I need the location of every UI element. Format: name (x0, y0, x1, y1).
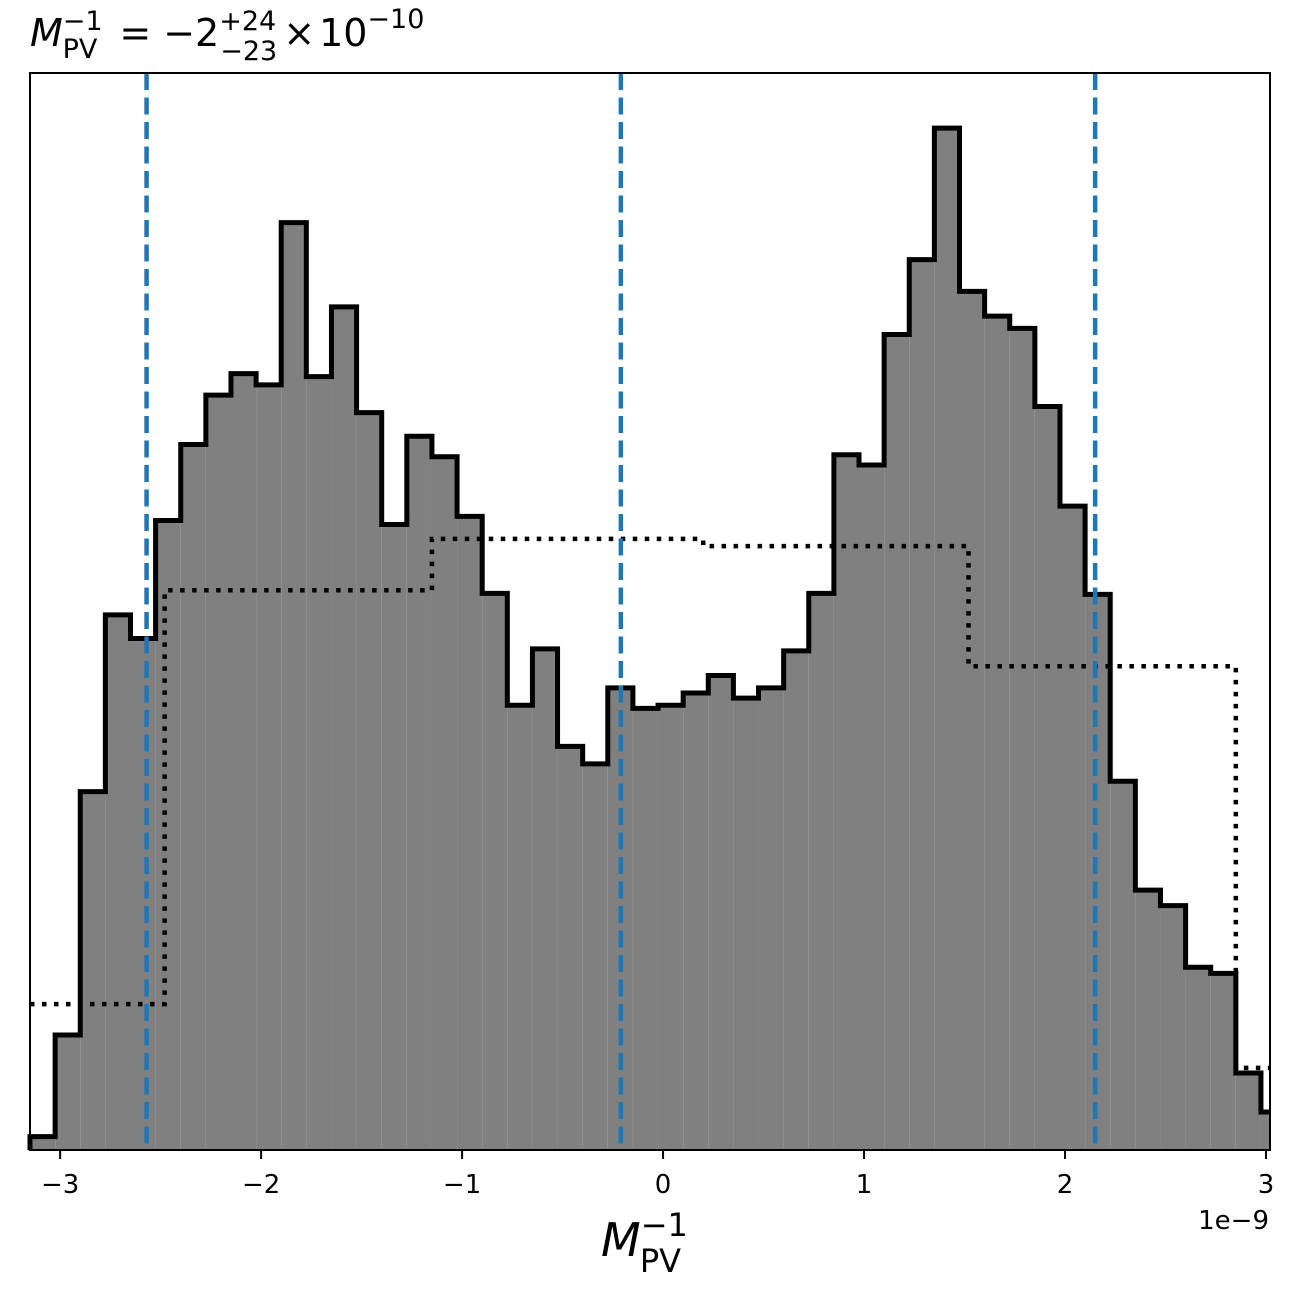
histogram-bar (833, 454, 860, 1150)
title-value: −2 (163, 11, 219, 55)
histogram-bar (1009, 328, 1035, 1150)
histogram-bar (1085, 594, 1111, 1150)
x-tick-label: −3 (41, 1170, 79, 1200)
title-times: × (283, 11, 315, 55)
histogram-bar (683, 692, 709, 1150)
xlabel-symbol: M (601, 1213, 641, 1267)
histogram-bar (1160, 905, 1186, 1150)
histogram-bar (758, 687, 784, 1150)
title-exponent: −10 (367, 4, 424, 35)
quantile-lines (144, 73, 1098, 1150)
histogram-bar (1110, 781, 1136, 1150)
histogram-bar (230, 373, 257, 1150)
histogram-bar (80, 791, 106, 1150)
histogram-bar (582, 763, 608, 1150)
x-axis-ticks: −3 −2 −1 0 1 2 3 (41, 1150, 1274, 1200)
plot-frame (29, 72, 1271, 1151)
histogram-bar (557, 746, 583, 1150)
histogram-bar (356, 412, 382, 1150)
histogram-bar (155, 520, 181, 1150)
x-tick-label: 0 (655, 1170, 672, 1200)
histogram-bar (1260, 1112, 1270, 1150)
x-tick-label: 1 (856, 1170, 873, 1200)
histogram-series (27, 125, 1270, 1151)
histogram-bar (859, 464, 885, 1151)
histogram-bar (884, 334, 910, 1150)
histogram-bar (256, 384, 282, 1150)
chart-title: M−1 PV = −2+24 −23 × 10−10 (30, 4, 424, 67)
x-tick-label: 3 (1258, 1170, 1275, 1200)
histogram-bar (733, 698, 759, 1150)
histogram-outline (27, 125, 1270, 1150)
histogram-bar (130, 638, 156, 1150)
histogram-bar (783, 650, 809, 1150)
histogram-bar (708, 675, 734, 1150)
histogram-bar (30, 1136, 56, 1150)
prior-series (30, 536, 1270, 1071)
histogram-bar (381, 524, 407, 1150)
histogram-bar (934, 128, 960, 1150)
histogram-bar (1210, 973, 1236, 1150)
histogram-bar (959, 291, 985, 1151)
prior-line (30, 536, 1270, 1071)
histogram-bar (482, 593, 508, 1150)
histogram-bar (1185, 967, 1211, 1150)
histogram-bar (180, 444, 206, 1150)
histogram-bar (984, 316, 1010, 1150)
title-symbol: M (30, 11, 63, 55)
histogram-bar (632, 708, 659, 1150)
x-tick-label: −1 (443, 1170, 481, 1200)
histogram-bar (658, 705, 684, 1150)
histogram-bar (1034, 406, 1060, 1150)
title-symbol-sup: −1 (63, 6, 103, 37)
histogram-bar (105, 614, 131, 1150)
title-equals: = (119, 11, 151, 55)
histogram-bar (532, 648, 558, 1150)
x-tick-label: 2 (1057, 1170, 1074, 1200)
title-symbol-sub: PV (63, 34, 98, 65)
histogram-bar (406, 436, 432, 1150)
x-tick-label: −2 (242, 1170, 280, 1200)
x-axis-offset-text: 1e−9 (1198, 1206, 1269, 1236)
x-axis-label: M−1 PV (601, 1206, 688, 1280)
title-lower-error: −23 (220, 36, 277, 67)
histogram-bar (281, 222, 307, 1150)
xlabel-sub: PV (640, 1242, 681, 1280)
histogram-bar (808, 593, 834, 1150)
histogram-bar (55, 1034, 81, 1150)
title-upper-error: +24 (219, 6, 276, 37)
histogram-bar (1135, 890, 1161, 1150)
histogram-bar (331, 306, 357, 1150)
histogram-bar (1235, 1072, 1261, 1150)
histogram-bar (909, 259, 935, 1150)
histogram-bar (431, 456, 458, 1150)
histogram-bar (306, 376, 332, 1150)
histogram-bar (507, 705, 533, 1150)
histogram-bar (1059, 506, 1086, 1150)
histogram-bar (205, 395, 231, 1150)
histogram-bar (457, 516, 483, 1150)
xlabel-sup: −1 (641, 1206, 688, 1244)
title-base: 10 (319, 11, 367, 55)
